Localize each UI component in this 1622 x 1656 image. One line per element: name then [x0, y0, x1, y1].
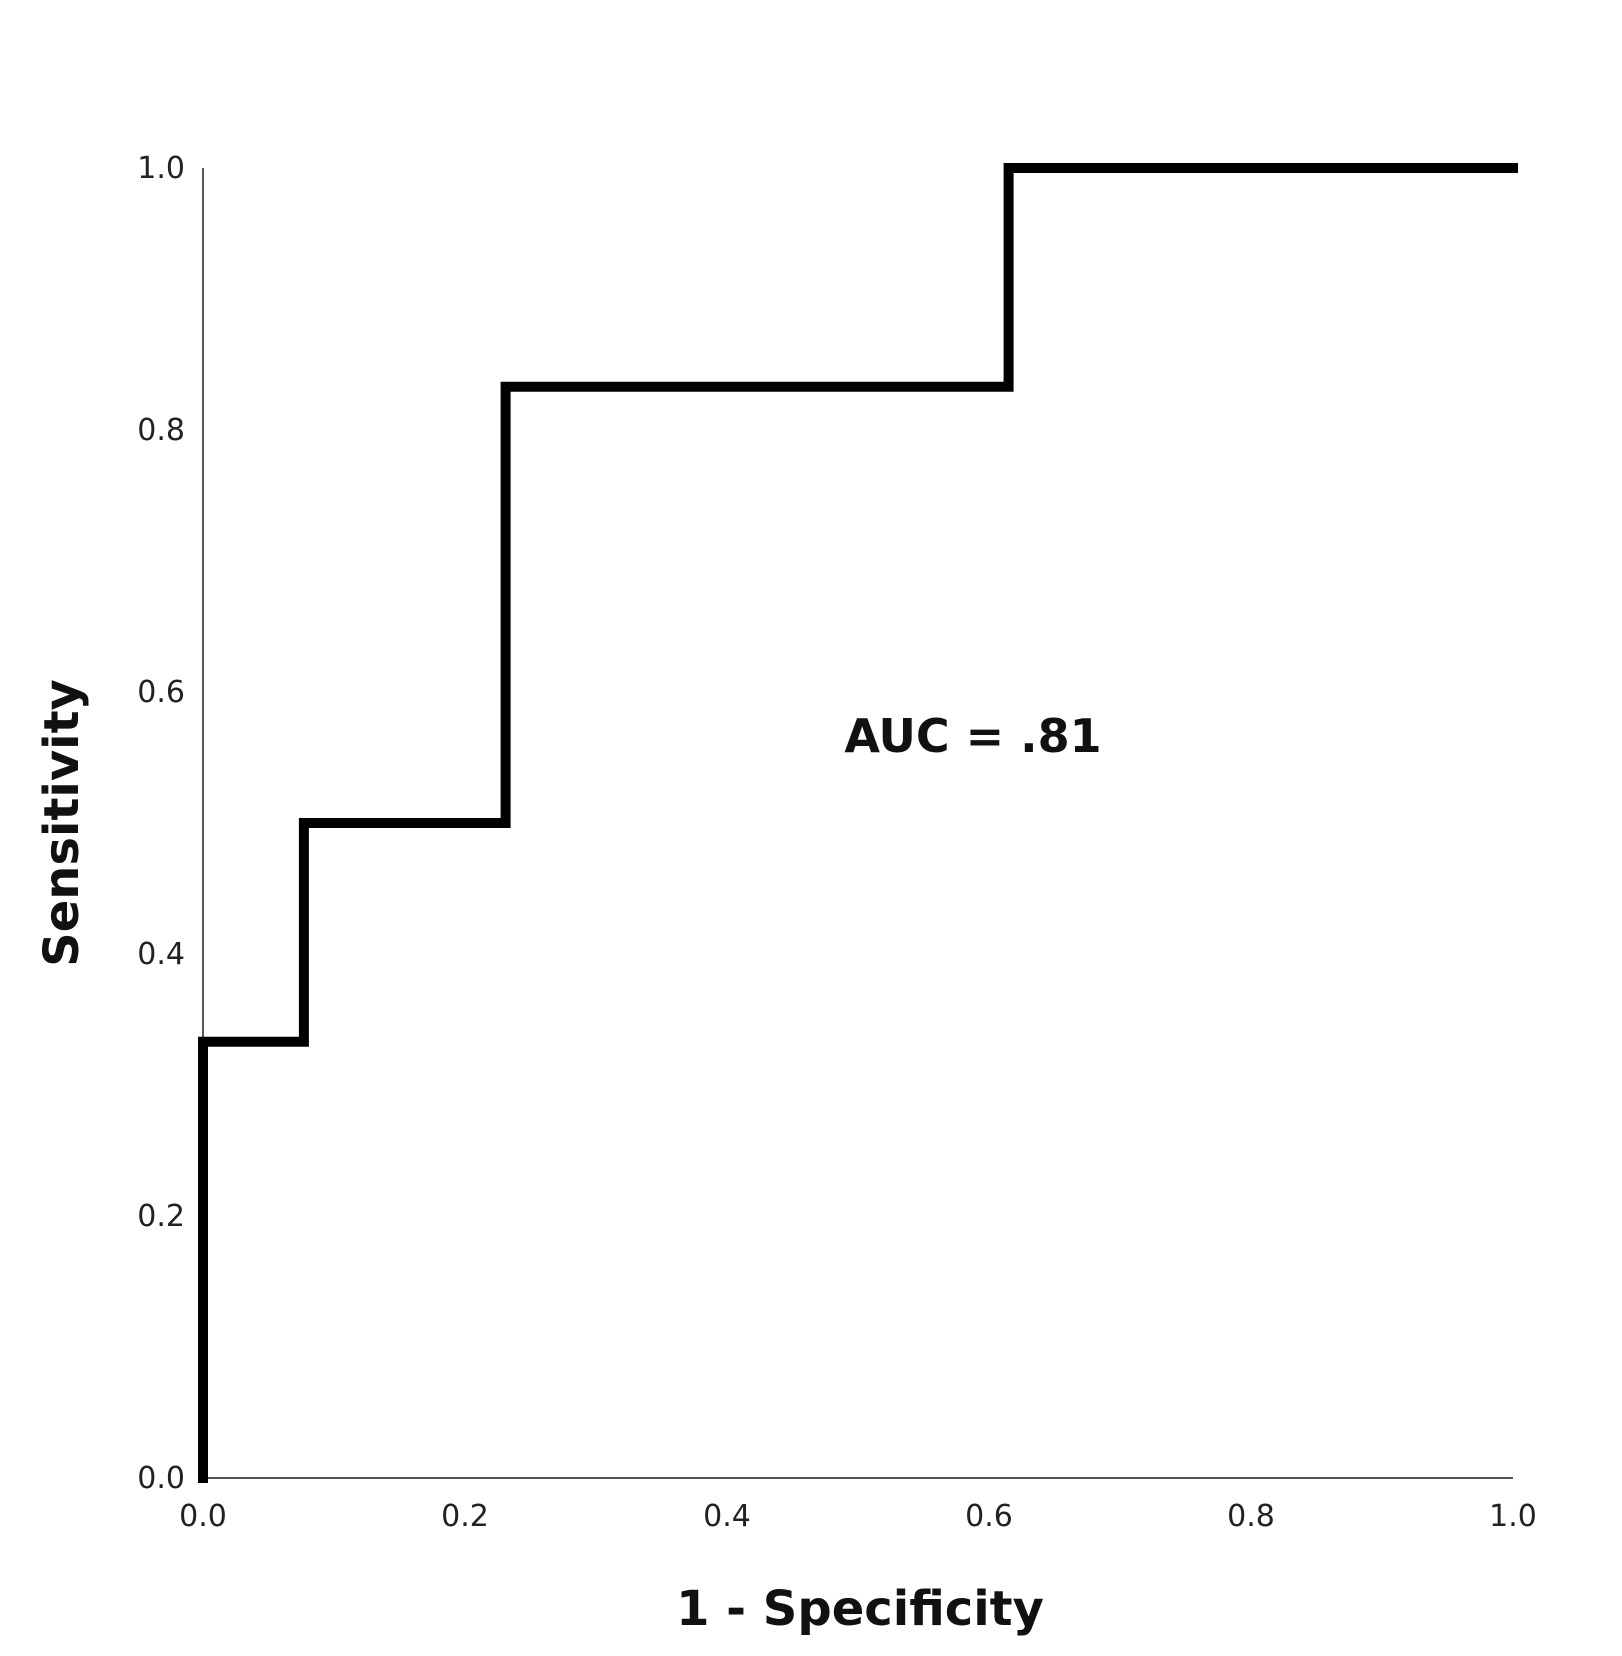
x-tick-label: 0.8 — [1227, 1499, 1275, 1534]
x-tick-labels: 0.0 0.2 0.4 0.6 0.8 1.0 — [179, 1499, 1537, 1534]
x-tick-label: 0.6 — [965, 1499, 1013, 1534]
y-tick-labels: 0.0 0.2 0.4 0.6 0.8 1.0 — [137, 151, 185, 1496]
y-tick-label: 0.6 — [137, 675, 185, 710]
x-tick-label: 0.4 — [703, 1499, 751, 1534]
y-tick-label: 0.0 — [137, 1461, 185, 1496]
x-tick-label: 1.0 — [1489, 1499, 1537, 1534]
y-tick-label: 0.2 — [137, 1199, 185, 1234]
y-axis-title: Sensitivity — [34, 679, 90, 967]
x-tick-label: 0.0 — [179, 1499, 227, 1534]
roc-curve-line — [198, 163, 1518, 1483]
x-axis-title: 1 - Specificity — [676, 1581, 1044, 1637]
y-tick-label: 0.4 — [137, 937, 185, 972]
y-tick-label: 1.0 — [137, 151, 185, 186]
x-tick-label: 0.2 — [441, 1499, 489, 1534]
y-tick-label: 0.8 — [137, 413, 185, 448]
auc-annotation: AUC = .81 — [844, 709, 1101, 763]
